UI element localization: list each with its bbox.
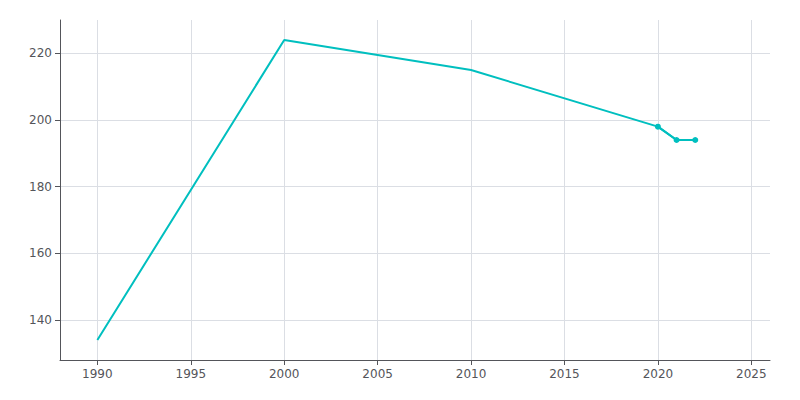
svg-text:2020: 2020 [643, 367, 674, 381]
svg-text:200: 200 [29, 113, 52, 127]
svg-text:2000: 2000 [269, 367, 300, 381]
svg-text:2005: 2005 [362, 367, 393, 381]
svg-text:180: 180 [29, 180, 52, 194]
svg-text:160: 160 [29, 246, 52, 260]
svg-text:220: 220 [29, 46, 52, 60]
svg-text:140: 140 [29, 313, 52, 327]
svg-text:1990: 1990 [82, 367, 113, 381]
svg-text:2015: 2015 [549, 367, 580, 381]
svg-text:2025: 2025 [736, 367, 767, 381]
svg-text:1995: 1995 [176, 367, 207, 381]
svg-text:2010: 2010 [456, 367, 487, 381]
